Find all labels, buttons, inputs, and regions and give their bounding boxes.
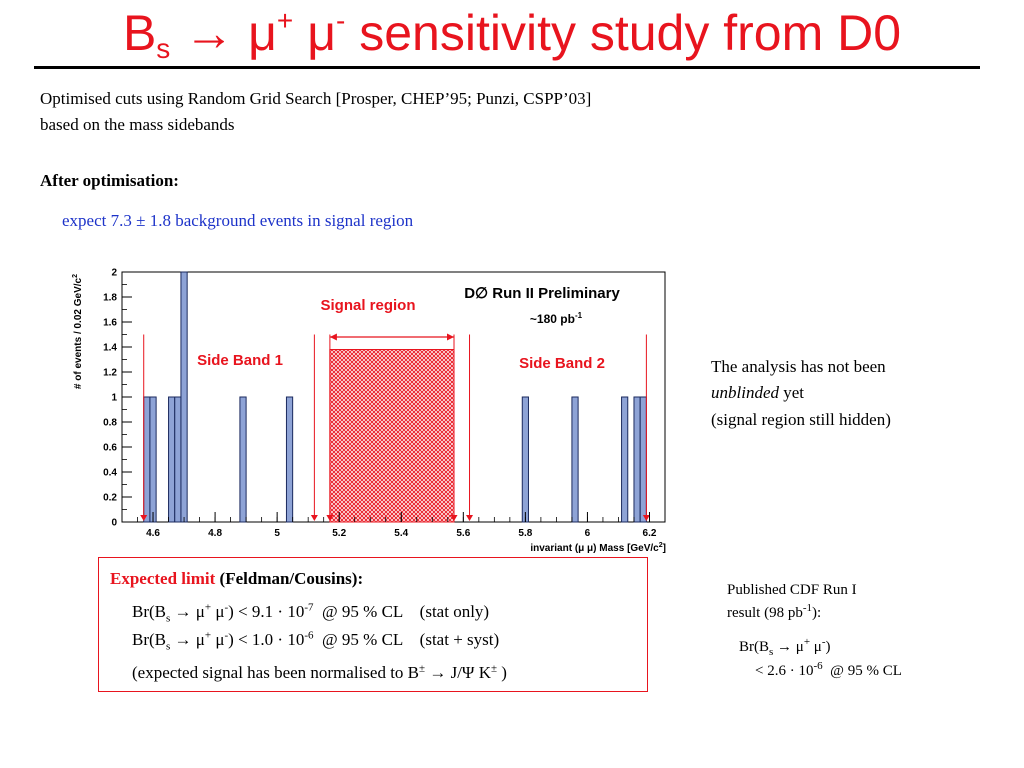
- expected-limit-heading: Expected limit (Feldman/Cousins):: [110, 569, 364, 588]
- histogram-bar: [621, 396, 629, 523]
- histogram-bar: [239, 396, 247, 523]
- y-axis-title: # of events / 0.02 GeV/c2: [72, 274, 84, 389]
- intro-line-2: based on the mass sidebands: [40, 115, 235, 134]
- signal-region-fill: [329, 349, 455, 523]
- y-tick-label: 0.4: [103, 468, 117, 479]
- expected-background-line: expect 7.3 ± 1.8 background events in si…: [62, 211, 414, 230]
- limit-stat-only: Br(Bs → μ+ μ-) < 9.1 · 10-7 @ 95 % CL (s…: [132, 601, 490, 625]
- cut-marker-arrow: [310, 515, 318, 521]
- intro-line-1: Optimised cuts using Random Grid Search …: [40, 89, 592, 108]
- mass-histogram: 0 0.2 0.4 0.6 0.8 1 1.2 1.4 1.6 1.8 2 4.6 4.8 5 5.2 5.4…: [66, 262, 676, 563]
- histogram-bar: [180, 271, 188, 523]
- sideband-1-label: Side Band 1: [197, 352, 283, 369]
- signal-region-arrow-right: [447, 333, 455, 341]
- normalisation-note: (expected signal has been normalised to …: [132, 662, 507, 682]
- y-tick-label: 0.2: [103, 493, 117, 504]
- y-tick-label: 0.8: [103, 418, 117, 429]
- analysis-note-line-2: unblinded yet: [711, 383, 805, 402]
- x-tick-label: 5: [274, 528, 280, 539]
- cdf-limit: < 2.6 · 10-6 @ 95 % CL: [755, 660, 902, 680]
- histogram-bar: [571, 396, 579, 523]
- cut-marker-arrow: [642, 515, 650, 521]
- signal-region-arrow-left: [329, 333, 337, 341]
- x-tick-label: 5.8: [518, 528, 532, 539]
- analysis-note-line-1: The analysis has not been: [711, 357, 886, 376]
- x-tick-label: 4.6: [146, 528, 160, 539]
- histogram-bar: [633, 396, 641, 523]
- x-tick-label: 5.4: [394, 528, 408, 539]
- cdf-line-2: result (98 pb-1):: [727, 602, 822, 622]
- histogram-bar: [174, 396, 182, 523]
- histogram-bar: [639, 396, 647, 523]
- title-underline: [34, 66, 980, 69]
- histogram-bar: [149, 396, 157, 523]
- limit-stat-syst: Br(Bs → μ+ μ-) < 1.0 · 10-6 @ 95 % CL (s…: [132, 629, 500, 653]
- cut-marker-arrow: [326, 515, 334, 521]
- x-tick-label: 5.6: [456, 528, 470, 539]
- y-tick-label: 1.6: [103, 318, 117, 329]
- histogram-bar: [168, 396, 176, 523]
- sideband-2-label: Side Band 2: [519, 355, 605, 372]
- experiment-label: D∅ Run II Preliminary: [464, 285, 620, 302]
- y-tick-label: 0: [111, 518, 117, 529]
- y-tick-label: 1.2: [103, 368, 117, 379]
- x-axis-title: invariant (μ μ) Mass [GeV/c2]: [530, 542, 666, 554]
- cdf-branching-ratio: Br(Bs → μ+ μ-): [739, 636, 831, 658]
- y-tick-label: 0.6: [103, 443, 117, 454]
- y-tick-label: 1: [111, 393, 117, 404]
- y-tick-label: 1.4: [103, 343, 117, 354]
- cut-marker-arrow: [140, 515, 148, 521]
- y-tick-label: 2: [111, 268, 117, 279]
- x-tick-label: 4.8: [208, 528, 222, 539]
- cdf-line-1: Published CDF Run I: [727, 582, 857, 598]
- slide-title: Bs → μ+ μ- sensitivity study from D0: [122, 5, 902, 64]
- chart-svg: 0 0.2 0.4 0.6 0.8 1 1.2 1.4 1.6 1.8 2 4.6 4.8 5 5.2 5.4…: [72, 268, 666, 555]
- cut-marker-arrow: [466, 515, 474, 521]
- x-tick-label: 6: [585, 528, 591, 539]
- luminosity-label: ~180 pb-1: [530, 311, 583, 326]
- expected-limit-box: [98, 557, 648, 692]
- x-tick-label: 6.2: [643, 528, 657, 539]
- y-tick-label: 1.8: [103, 293, 117, 304]
- histogram-bar: [285, 396, 294, 523]
- cut-marker-arrow: [450, 515, 458, 521]
- histogram-bar: [143, 396, 151, 523]
- x-tick-label: 5.2: [332, 528, 346, 539]
- analysis-note-line-3: (signal region still hidden): [711, 410, 891, 429]
- histogram-bar: [521, 396, 529, 523]
- signal-region-label: Signal region: [320, 297, 415, 314]
- after-optimisation-heading: After optimisation:: [40, 171, 179, 190]
